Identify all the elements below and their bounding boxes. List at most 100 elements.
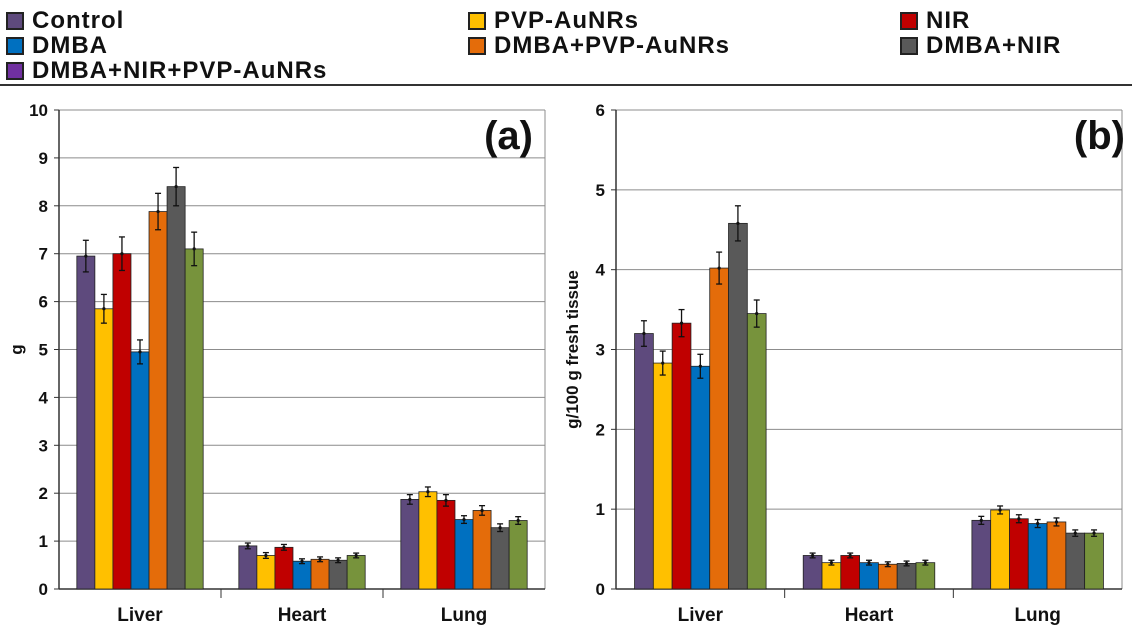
legend-swatch-pvp-aunrs <box>468 12 486 30</box>
chart-a-errorpoint-liver-dmba-nir <box>174 185 178 189</box>
chart-a-bar-liver-dmba-nir <box>166 186 186 590</box>
chart-b-errorpoint-liver-pvp-aunrs <box>661 361 665 365</box>
chart-b-errorpoint-heart-pvp-aunrs <box>829 561 834 565</box>
chart-b-bar-liver-pvp-aunrs <box>652 362 673 590</box>
chart-a-errorpoint-heart-dmba-nir-pvp-aunrs <box>354 553 358 558</box>
chart-b-errorpoint-heart-nir <box>848 553 852 558</box>
chart-a-ytick-label-9: 9 <box>39 149 48 168</box>
chart-a-errorpoint-heart-pvp-aunrs <box>264 553 268 558</box>
chart-a-errorpoint-heart-dmba-nir <box>336 558 340 562</box>
chart-b-bar-lung-dmba-nir <box>1065 532 1086 590</box>
chart-b-errorpoint-liver-dmba <box>698 364 702 368</box>
legend-label-nir: NIR <box>926 7 971 34</box>
chart-a-bar-heart-dmba-nir-pvp-aunrs <box>346 555 366 590</box>
chart-b-errorpoint-lung-dmba-nir <box>1073 531 1077 535</box>
chart-a-errorpoint-liver-control <box>84 254 88 258</box>
chart-b-bar-lung-dmba <box>1027 523 1048 590</box>
chart-a-errorpoint-liver-dmba-nir-pvp-aunrs <box>192 247 196 251</box>
chart-b-ylabel: g/100 g fresh tissue <box>563 270 582 429</box>
chart-b-title: (b) <box>1074 114 1125 158</box>
chart-a-errorpoint-lung-control <box>408 497 412 502</box>
chart-a-errorpoint-lung-dmba-pvp-aunrs <box>480 508 484 513</box>
legend-swatch-dmba <box>6 37 24 55</box>
chart-b-category-label-liver: Liver <box>678 605 724 626</box>
chart-b: 0 1 2 3 4 5 6 Liver Heart Lung (b) g/100 g fresh ti… <box>563 101 1125 626</box>
legend-item-control: Control <box>6 7 124 35</box>
chart-b-bar-heart-nir <box>840 555 861 590</box>
chart-a-ytick-label-3: 3 <box>39 436 48 455</box>
chart-b-bar-lung-nir <box>1009 518 1029 590</box>
legend-swatch-nir <box>900 12 918 30</box>
chart-a-ylabel: g <box>7 344 26 354</box>
chart-a-category-label-lung: Lung <box>441 605 487 626</box>
chart-a-errorpoint-liver-nir <box>120 252 124 256</box>
legend-item-pvp-aunrs: PVP-AuNRs <box>468 7 639 35</box>
chart-b-bar-lung-dmba-pvp-aunrs <box>1046 521 1067 590</box>
chart-b-bar-heart-control <box>802 555 823 590</box>
chart-a-bar-lung-dmba <box>454 519 474 590</box>
chart-a-bar-lung-control <box>400 499 420 590</box>
chart-a-ytick-label-0: 0 <box>39 580 48 599</box>
chart-a-errorpoint-lung-pvp-aunrs <box>426 490 430 494</box>
chart-a-errorpoint-lung-dmba-nir <box>498 526 502 530</box>
chart-a-bar-lung-pvp-aunrs <box>418 491 438 590</box>
chart-a-category-label-heart: Heart <box>278 605 327 626</box>
chart-a-bar-liver-pvp-aunrs <box>94 308 114 590</box>
charts: 0 1 2 3 4 5 6 7 8 9 10 Liver Heart Lung (a) g 0 1 2 3 4 5 6 Li… <box>7 101 1125 626</box>
chart-a-errorpoint-heart-dmba <box>300 559 304 563</box>
legend-label-dmba: DMBA <box>32 32 108 59</box>
chart-a-bar-liver-dmba-pvp-aunrs <box>148 211 168 590</box>
chart-a-errorpoint-heart-nir <box>282 545 286 549</box>
legend-swatch-dmba-nir-pvp-aunrs <box>6 62 24 80</box>
chart-b-errorpoint-lung-pvp-aunrs <box>998 508 1002 512</box>
chart-b-errorpoint-lung-dmba <box>1036 521 1040 526</box>
legend-item-dmba-pvp-aunrs: DMBA+PVP-AuNRs <box>468 32 730 60</box>
chart-a-category-label-liver: Liver <box>117 605 163 626</box>
chart-a-bar-liver-dmba-nir-pvp-aunrs <box>184 248 204 590</box>
chart-b-bar-heart-pvp-aunrs <box>821 562 842 590</box>
chart-b-errorpoint-liver-control <box>642 331 646 336</box>
legend-swatch-dmba-nir <box>900 37 918 55</box>
chart-b-category-label-lung: Lung <box>1014 605 1060 626</box>
chart-b-errorpoint-heart-dmba-pvp-aunrs <box>886 562 890 566</box>
legend-label-dmba-nir: DMBA+NIR <box>926 32 1062 59</box>
chart-a-bar-heart-dmba <box>292 560 312 590</box>
chart-b-category-label-heart: Heart <box>845 605 894 626</box>
chart-a-ytick-label-7: 7 <box>39 245 48 264</box>
legend-swatch-dmba-pvp-aunrs <box>468 37 486 55</box>
chart-b-errorpoint-heart-dmba-nir-pvp-aunrs <box>923 561 927 565</box>
chart-a-ytick-label-4: 4 <box>39 388 49 407</box>
legend-item-dmba-nir-pvp-aunrs: DMBA+NIR+PVP-AuNRs <box>6 57 327 85</box>
chart-a-ytick-label-1: 1 <box>39 532 48 551</box>
chart-a-ytick-label-5: 5 <box>39 341 48 360</box>
chart-a-errorpoint-heart-dmba-pvp-aunrs <box>318 557 322 561</box>
chart-b-errorpoint-heart-dmba-nir <box>904 561 909 566</box>
chart-a-bar-lung-dmba-nir-pvp-aunrs <box>508 520 528 590</box>
chart-a-errorpoint-liver-dmba-pvp-aunrs <box>156 209 160 214</box>
chart-b-bar-lung-control <box>971 519 992 590</box>
chart-a-ytick-label-8: 8 <box>39 197 48 216</box>
chart-a-ytick-label-2: 2 <box>39 484 48 503</box>
chart-b-errorpoint-lung-dmba-pvp-aunrs <box>1054 520 1059 524</box>
chart-b-ytick-label-6: 6 <box>596 101 605 120</box>
chart-b-bar-liver-dmba-nir-pvp-aunrs <box>746 313 767 590</box>
chart-b-bar-liver-control <box>634 333 654 590</box>
chart-b-errorpoint-liver-dmba-nir <box>736 221 740 225</box>
chart-b-errorpoint-liver-dmba-pvp-aunrs <box>717 266 721 270</box>
chart-b-ytick-label-2: 2 <box>596 420 605 439</box>
chart-b-ytick-label-4: 4 <box>596 261 606 280</box>
legend-label-control: Control <box>32 7 125 34</box>
legend-item-dmba-nir: DMBA+NIR <box>900 32 1061 60</box>
chart-b-errorpoint-lung-nir <box>1017 517 1021 521</box>
chart-a-errorpoint-lung-dmba <box>462 517 466 522</box>
chart-a-bar-heart-dmba-pvp-aunrs <box>310 558 330 590</box>
chart-b-errorpoint-liver-nir <box>679 321 684 325</box>
chart-b-ytick-label-3: 3 <box>596 341 605 360</box>
chart-a-errorpoint-liver-pvp-aunrs <box>102 307 106 311</box>
chart-a-bar-liver-nir <box>112 253 132 590</box>
legend-label-dmba-pvp-aunrs: DMBA+PVP-AuNRs <box>494 32 731 59</box>
chart-b-ytick-label-1: 1 <box>596 500 605 519</box>
chart-a-title: (a) <box>484 114 533 158</box>
chart-b-errorpoint-heart-dmba <box>867 561 871 565</box>
legend-label-dmba-nir-pvp-aunrs: DMBA+NIR+PVP-AuNRs <box>32 57 328 84</box>
